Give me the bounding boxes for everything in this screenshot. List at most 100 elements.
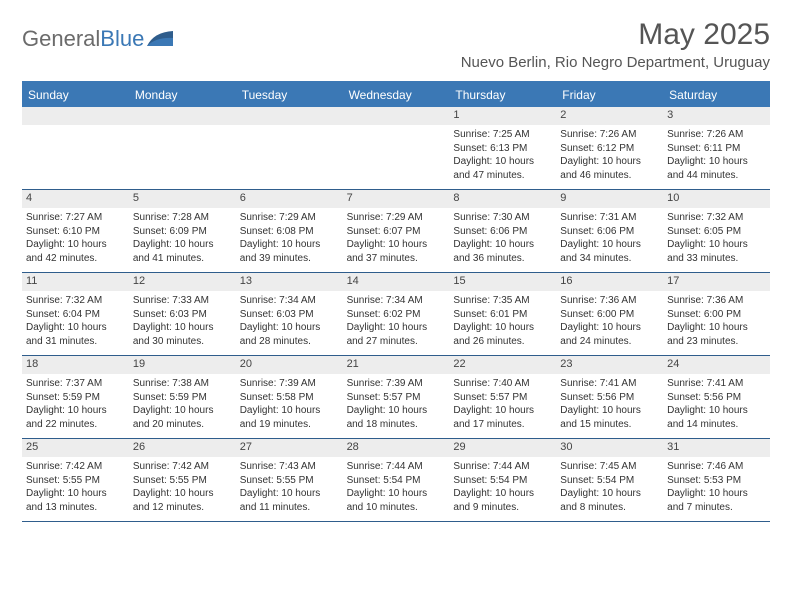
calendar-cell <box>22 107 129 189</box>
calendar-cell: 21Sunrise: 7:39 AMSunset: 5:57 PMDayligh… <box>343 356 450 438</box>
sunset-text: Sunset: 5:54 PM <box>560 474 659 488</box>
cell-body: Sunrise: 7:29 AMSunset: 6:07 PMDaylight:… <box>343 208 450 269</box>
sunset-text: Sunset: 5:55 PM <box>26 474 125 488</box>
day-label: Friday <box>556 83 663 107</box>
day-number: 30 <box>556 439 663 457</box>
sunrise-text: Sunrise: 7:30 AM <box>453 211 552 225</box>
cell-body: Sunrise: 7:41 AMSunset: 5:56 PMDaylight:… <box>663 374 770 435</box>
day-number: 31 <box>663 439 770 457</box>
daylight-text: Daylight: 10 hours and 36 minutes. <box>453 238 552 265</box>
calendar-cell: 10Sunrise: 7:32 AMSunset: 6:05 PMDayligh… <box>663 190 770 272</box>
day-number: 13 <box>236 273 343 291</box>
calendar-cell: 3Sunrise: 7:26 AMSunset: 6:11 PMDaylight… <box>663 107 770 189</box>
daylight-text: Daylight: 10 hours and 11 minutes. <box>240 487 339 514</box>
calendar-cell: 24Sunrise: 7:41 AMSunset: 5:56 PMDayligh… <box>663 356 770 438</box>
calendar-cell: 1Sunrise: 7:25 AMSunset: 6:13 PMDaylight… <box>449 107 556 189</box>
daylight-text: Daylight: 10 hours and 15 minutes. <box>560 404 659 431</box>
sunrise-text: Sunrise: 7:37 AM <box>26 377 125 391</box>
sunrise-text: Sunrise: 7:42 AM <box>26 460 125 474</box>
daylight-text: Daylight: 10 hours and 28 minutes. <box>240 321 339 348</box>
day-header-row: Sunday Monday Tuesday Wednesday Thursday… <box>22 83 770 107</box>
sunrise-text: Sunrise: 7:29 AM <box>240 211 339 225</box>
cell-body: Sunrise: 7:26 AMSunset: 6:11 PMDaylight:… <box>663 125 770 186</box>
daylight-text: Daylight: 10 hours and 7 minutes. <box>667 487 766 514</box>
daylight-text: Daylight: 10 hours and 13 minutes. <box>26 487 125 514</box>
calendar-cell <box>343 107 450 189</box>
calendar-cell: 30Sunrise: 7:45 AMSunset: 5:54 PMDayligh… <box>556 439 663 521</box>
day-number <box>236 107 343 125</box>
day-number: 25 <box>22 439 129 457</box>
calendar-cell: 18Sunrise: 7:37 AMSunset: 5:59 PMDayligh… <box>22 356 129 438</box>
day-number: 19 <box>129 356 236 374</box>
daylight-text: Daylight: 10 hours and 19 minutes. <box>240 404 339 431</box>
calendar-cell: 6Sunrise: 7:29 AMSunset: 6:08 PMDaylight… <box>236 190 343 272</box>
sunrise-text: Sunrise: 7:35 AM <box>453 294 552 308</box>
daylight-text: Daylight: 10 hours and 12 minutes. <box>133 487 232 514</box>
calendar-cell <box>236 107 343 189</box>
sunset-text: Sunset: 5:53 PM <box>667 474 766 488</box>
sunset-text: Sunset: 5:54 PM <box>347 474 446 488</box>
cell-body: Sunrise: 7:45 AMSunset: 5:54 PMDaylight:… <box>556 457 663 518</box>
cell-body: Sunrise: 7:25 AMSunset: 6:13 PMDaylight:… <box>449 125 556 186</box>
daylight-text: Daylight: 10 hours and 9 minutes. <box>453 487 552 514</box>
sunrise-text: Sunrise: 7:40 AM <box>453 377 552 391</box>
calendar-cell <box>129 107 236 189</box>
week-row: 18Sunrise: 7:37 AMSunset: 5:59 PMDayligh… <box>22 356 770 439</box>
day-number: 21 <box>343 356 450 374</box>
calendar-cell: 14Sunrise: 7:34 AMSunset: 6:02 PMDayligh… <box>343 273 450 355</box>
cell-body: Sunrise: 7:36 AMSunset: 6:00 PMDaylight:… <box>663 291 770 352</box>
sunrise-text: Sunrise: 7:36 AM <box>560 294 659 308</box>
day-label: Sunday <box>22 83 129 107</box>
calendar-cell: 20Sunrise: 7:39 AMSunset: 5:58 PMDayligh… <box>236 356 343 438</box>
sunset-text: Sunset: 6:09 PM <box>133 225 232 239</box>
daylight-text: Daylight: 10 hours and 31 minutes. <box>26 321 125 348</box>
cell-body: Sunrise: 7:44 AMSunset: 5:54 PMDaylight:… <box>343 457 450 518</box>
cell-body: Sunrise: 7:28 AMSunset: 6:09 PMDaylight:… <box>129 208 236 269</box>
day-number: 26 <box>129 439 236 457</box>
day-number: 22 <box>449 356 556 374</box>
cell-body: Sunrise: 7:42 AMSunset: 5:55 PMDaylight:… <box>129 457 236 518</box>
cell-body: Sunrise: 7:42 AMSunset: 5:55 PMDaylight:… <box>22 457 129 518</box>
week-row: 11Sunrise: 7:32 AMSunset: 6:04 PMDayligh… <box>22 273 770 356</box>
title-block: May 2025 Nuevo Berlin, Rio Negro Departm… <box>461 18 770 71</box>
sunset-text: Sunset: 6:05 PM <box>667 225 766 239</box>
calendar-cell: 2Sunrise: 7:26 AMSunset: 6:12 PMDaylight… <box>556 107 663 189</box>
sunrise-text: Sunrise: 7:34 AM <box>240 294 339 308</box>
daylight-text: Daylight: 10 hours and 24 minutes. <box>560 321 659 348</box>
sunset-text: Sunset: 6:03 PM <box>240 308 339 322</box>
sunrise-text: Sunrise: 7:41 AM <box>667 377 766 391</box>
sunrise-text: Sunrise: 7:42 AM <box>133 460 232 474</box>
sunrise-text: Sunrise: 7:39 AM <box>347 377 446 391</box>
sunrise-text: Sunrise: 7:31 AM <box>560 211 659 225</box>
sunset-text: Sunset: 5:56 PM <box>667 391 766 405</box>
calendar-cell: 23Sunrise: 7:41 AMSunset: 5:56 PMDayligh… <box>556 356 663 438</box>
sunset-text: Sunset: 5:55 PM <box>133 474 232 488</box>
cell-body: Sunrise: 7:37 AMSunset: 5:59 PMDaylight:… <box>22 374 129 435</box>
calendar-cell: 25Sunrise: 7:42 AMSunset: 5:55 PMDayligh… <box>22 439 129 521</box>
calendar-cell: 17Sunrise: 7:36 AMSunset: 6:00 PMDayligh… <box>663 273 770 355</box>
sunset-text: Sunset: 5:57 PM <box>453 391 552 405</box>
sunset-text: Sunset: 6:00 PM <box>667 308 766 322</box>
daylight-text: Daylight: 10 hours and 22 minutes. <box>26 404 125 431</box>
calendar-cell: 15Sunrise: 7:35 AMSunset: 6:01 PMDayligh… <box>449 273 556 355</box>
calendar-cell: 19Sunrise: 7:38 AMSunset: 5:59 PMDayligh… <box>129 356 236 438</box>
sunrise-text: Sunrise: 7:44 AM <box>347 460 446 474</box>
calendar-cell: 11Sunrise: 7:32 AMSunset: 6:04 PMDayligh… <box>22 273 129 355</box>
sunset-text: Sunset: 6:06 PM <box>453 225 552 239</box>
sunset-text: Sunset: 6:06 PM <box>560 225 659 239</box>
daylight-text: Daylight: 10 hours and 18 minutes. <box>347 404 446 431</box>
day-label: Wednesday <box>343 83 450 107</box>
day-label: Saturday <box>663 83 770 107</box>
sunset-text: Sunset: 6:03 PM <box>133 308 232 322</box>
sunset-text: Sunset: 5:54 PM <box>453 474 552 488</box>
sunrise-text: Sunrise: 7:25 AM <box>453 128 552 142</box>
daylight-text: Daylight: 10 hours and 17 minutes. <box>453 404 552 431</box>
sunset-text: Sunset: 6:02 PM <box>347 308 446 322</box>
sunset-text: Sunset: 5:59 PM <box>133 391 232 405</box>
day-number: 2 <box>556 107 663 125</box>
day-label: Tuesday <box>236 83 343 107</box>
daylight-text: Daylight: 10 hours and 47 minutes. <box>453 155 552 182</box>
calendar-cell: 9Sunrise: 7:31 AMSunset: 6:06 PMDaylight… <box>556 190 663 272</box>
day-number: 9 <box>556 190 663 208</box>
daylight-text: Daylight: 10 hours and 26 minutes. <box>453 321 552 348</box>
